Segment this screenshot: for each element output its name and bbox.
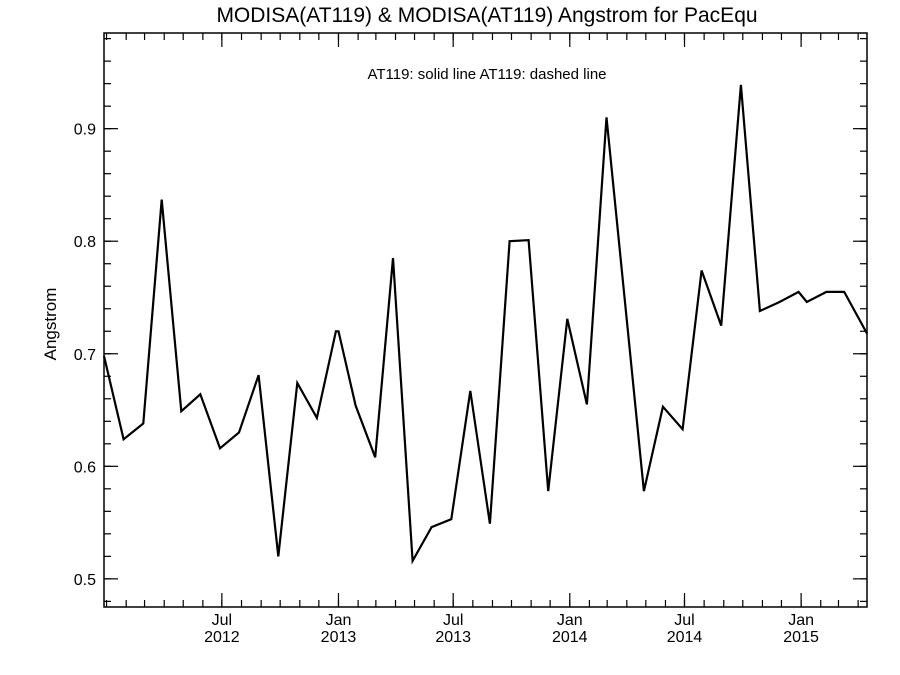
y-tick-label: 0.5 bbox=[74, 572, 96, 589]
y-tick-label: 0.6 bbox=[74, 459, 96, 476]
x-tick-label-month: Jan bbox=[788, 612, 814, 629]
x-tick-label-year: 2013 bbox=[435, 629, 471, 646]
y-tick-label: 0.9 bbox=[74, 122, 96, 139]
y-axis-label: Angstrom bbox=[41, 288, 60, 361]
y-tick-label: 0.8 bbox=[74, 234, 96, 251]
x-tick-label-year: 2015 bbox=[783, 629, 819, 646]
series-lines bbox=[102, 84, 868, 565]
chart-title: MODISA(AT119) & MODISA(AT119) Angstrom f… bbox=[216, 4, 757, 27]
x-tick-label-year: 2014 bbox=[552, 629, 588, 646]
x-tick-label-year: 2013 bbox=[321, 629, 357, 646]
x-tick-label-year: 2012 bbox=[204, 629, 240, 646]
x-tick-label-month: Jul bbox=[212, 612, 232, 629]
x-tick-label-month: Jul bbox=[443, 612, 463, 629]
axis-tick-labels: Jul2012Jan2013Jul2013Jan2014Jul2014Jan20… bbox=[74, 122, 819, 646]
x-tick-label-month: Jan bbox=[326, 612, 352, 629]
axis-ticks bbox=[104, 33, 867, 607]
series-line-solid bbox=[102, 84, 868, 565]
x-tick-label-year: 2014 bbox=[667, 629, 703, 646]
plot-frame bbox=[103, 32, 868, 608]
y-tick-label: 0.7 bbox=[74, 347, 96, 364]
series-style-annotation: AT119: solid line AT119: dashed line bbox=[367, 66, 606, 83]
x-tick-label-month: Jan bbox=[557, 612, 583, 629]
x-tick-label-month: Jul bbox=[674, 612, 694, 629]
